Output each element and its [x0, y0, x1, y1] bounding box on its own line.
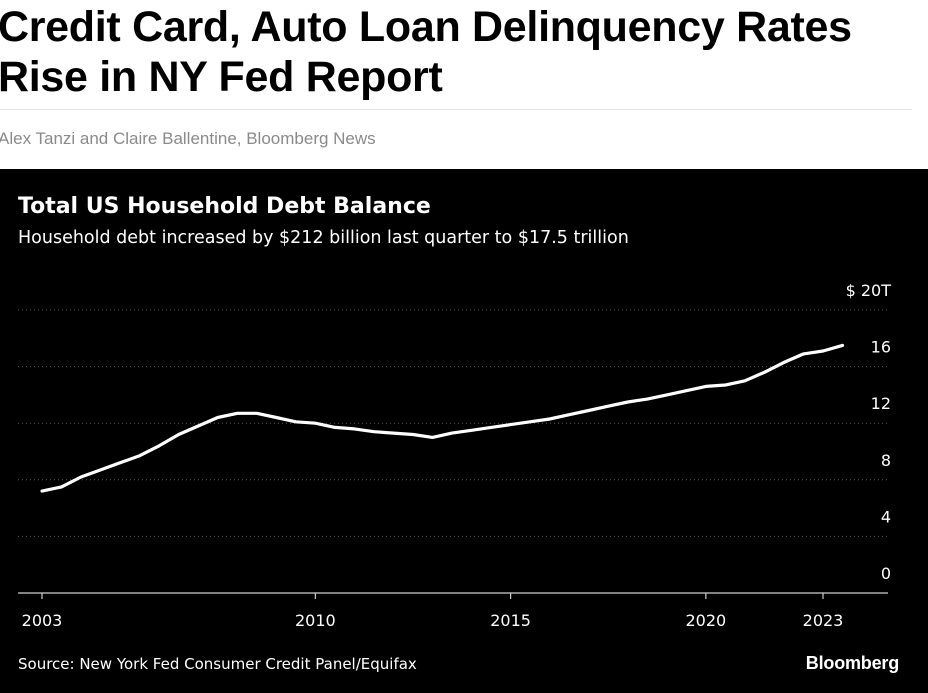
- x-tick-label: 2003: [22, 611, 63, 630]
- y-tick-label: 0: [881, 564, 891, 583]
- x-tick-label: 2023: [803, 611, 844, 630]
- byline: Alex Tanzi and Claire Ballentine, Bloomb…: [0, 129, 376, 148]
- header-divider: [0, 109, 912, 110]
- chart-subtitle: Household debt increased by $212 billion…: [18, 228, 629, 248]
- y-tick-label: 8: [881, 451, 891, 470]
- chart-title: Total US Household Debt Balance: [18, 194, 431, 219]
- y-tick-label: 4: [881, 507, 891, 526]
- x-tick-label: 2015: [490, 611, 531, 630]
- chart-plot: $ 20T 16 12 8 4 0 2003 2010 2015 2020 2023: [18, 281, 892, 630]
- article-headline: Credit Card, Auto Loan Delinquency Rates…: [0, 3, 852, 101]
- bloomberg-logo: Bloomberg: [805, 653, 899, 673]
- y-tick-label: $ 20T: [846, 281, 892, 300]
- y-tick-label: 12: [871, 394, 891, 413]
- x-tick-label: 2020: [685, 611, 726, 630]
- chart-panel: Total US Household Debt Balance Househol…: [0, 169, 928, 693]
- y-tick-label: 16: [871, 338, 891, 357]
- series-line-household-debt: [40, 343, 845, 493]
- chart-source: Source: New York Fed Consumer Credit Pan…: [18, 655, 417, 673]
- x-tick-label: 2010: [295, 611, 336, 630]
